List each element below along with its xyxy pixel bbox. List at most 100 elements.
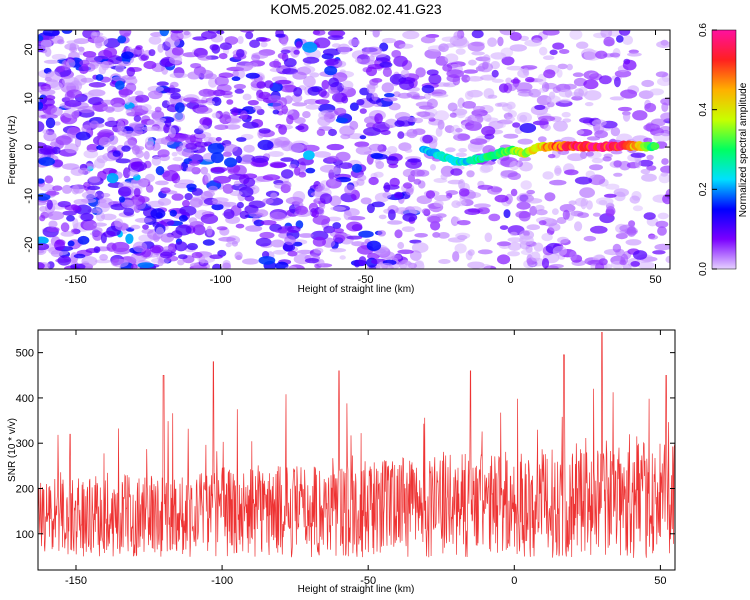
colorbar-tick-label: 0.0	[698, 262, 709, 276]
heatmap-cell	[329, 248, 347, 253]
heatmap-cell	[242, 258, 259, 265]
heatmap-cell	[614, 69, 632, 78]
heatmap-cell	[655, 220, 669, 228]
heatmap-cell	[497, 254, 511, 265]
heatmap-cell	[393, 191, 403, 199]
heatmap-cell	[590, 225, 608, 234]
heatmap-cell	[470, 138, 488, 145]
heatmap-cell	[331, 43, 341, 48]
heatmap-cell	[522, 67, 529, 76]
heatmap-cell	[106, 173, 119, 184]
heatmap-cell	[143, 60, 157, 70]
heatmap-cell	[268, 151, 284, 157]
heatmap-cell	[208, 185, 218, 192]
heatmap-cell	[377, 263, 393, 267]
heatmap-cell	[212, 200, 223, 205]
heatmap-cell	[496, 241, 511, 247]
heatmap-cell	[312, 215, 331, 225]
heatmap-cell	[195, 106, 213, 114]
heatmap-cell	[305, 167, 316, 174]
colorbar-bar	[711, 29, 737, 270]
heatmap-cell	[494, 194, 509, 203]
heatmap-cell	[410, 95, 426, 100]
heatmap-cell	[123, 207, 135, 216]
heatmap-cell	[517, 138, 533, 145]
heatmap-cell	[499, 225, 509, 231]
heatmap-cell	[644, 102, 657, 113]
heatmap-cell	[298, 233, 314, 238]
heatmap-cell	[44, 175, 54, 184]
heatmap-cell	[503, 209, 511, 219]
heatmap-cell	[323, 225, 336, 234]
heatmap-cell	[530, 251, 541, 262]
heatmap-cell	[368, 143, 384, 152]
heatmap-cell	[264, 80, 274, 89]
heatmap-cell	[497, 102, 509, 107]
heatmap-cell	[135, 45, 143, 50]
heatmap-cell	[344, 184, 356, 195]
heatmap-cell	[446, 69, 465, 78]
snr-x-label: Height of straight line (km)	[298, 584, 415, 595]
heatmap-cell	[544, 192, 556, 202]
heatmap-cell	[280, 157, 294, 162]
heatmap-cell	[48, 220, 58, 228]
heatmap-cell	[315, 99, 330, 105]
heatmap-cell	[216, 226, 228, 231]
heatmap-cell	[359, 87, 370, 96]
heatmap-cell	[38, 178, 45, 184]
heatmap-cell	[646, 154, 654, 161]
heatmap-cell	[498, 83, 509, 93]
heatmap-cell	[549, 49, 558, 56]
heatmap-cell	[591, 119, 607, 127]
heatmap-cell	[377, 230, 386, 237]
heatmap-cell	[486, 117, 499, 123]
heatmap-cell	[66, 89, 83, 98]
heatmap-cell	[128, 170, 139, 177]
heatmap-cell	[584, 102, 594, 107]
heatmap-cell	[88, 97, 104, 106]
heatmap-cell	[388, 163, 399, 169]
heatmap-cell	[46, 226, 60, 232]
heatmap-cell	[653, 132, 670, 142]
heatmap-cell	[303, 150, 315, 160]
heatmap-cell	[44, 95, 56, 101]
heatmap-cell	[115, 158, 131, 164]
heatmap-cell	[242, 121, 259, 129]
heatmap-cell	[655, 71, 669, 78]
heatmap-cell	[583, 79, 599, 90]
heatmap-cell	[38, 193, 51, 201]
snr-frame	[37, 329, 676, 571]
heatmap-cell	[622, 59, 637, 71]
heatmap-cell	[95, 74, 104, 81]
heatmap-cell	[650, 124, 658, 130]
heatmap-cell	[169, 72, 188, 79]
heatmap-cell	[212, 263, 222, 269]
heatmap-cell	[401, 226, 415, 233]
heatmap-cell	[218, 236, 236, 242]
heatmap-cell	[93, 222, 107, 227]
heatmap-cell	[313, 151, 331, 158]
heatmap-cell	[88, 175, 101, 183]
heatmap-cell	[55, 135, 72, 146]
colorbar: 0.0 0.2 0.4 0.6 Normalized spectral amplitu…	[698, 23, 749, 276]
heatmap-cell	[258, 91, 272, 100]
heatmap-cell	[125, 76, 138, 86]
heatmap-cell	[303, 98, 320, 105]
heatmap-cell	[181, 148, 195, 158]
heatmap-cell	[104, 120, 121, 128]
heatmap-cell	[368, 176, 379, 186]
heatmap-cell	[227, 168, 239, 175]
heatmap-cell	[509, 231, 518, 237]
heatmap-cell	[287, 250, 298, 257]
heatmap-cell	[272, 100, 284, 111]
heatmap-cell	[270, 192, 278, 200]
heatmap-cell	[341, 96, 349, 104]
heatmap-cells	[38, 30, 670, 269]
heatmap-cell	[203, 190, 215, 197]
heatmap-cell	[366, 84, 376, 94]
heatmap-cell	[660, 97, 670, 106]
heatmap-cell	[552, 42, 565, 50]
heatmap-cell	[255, 237, 272, 247]
heatmap-cell	[87, 185, 101, 191]
heatmap-cell	[258, 256, 276, 265]
